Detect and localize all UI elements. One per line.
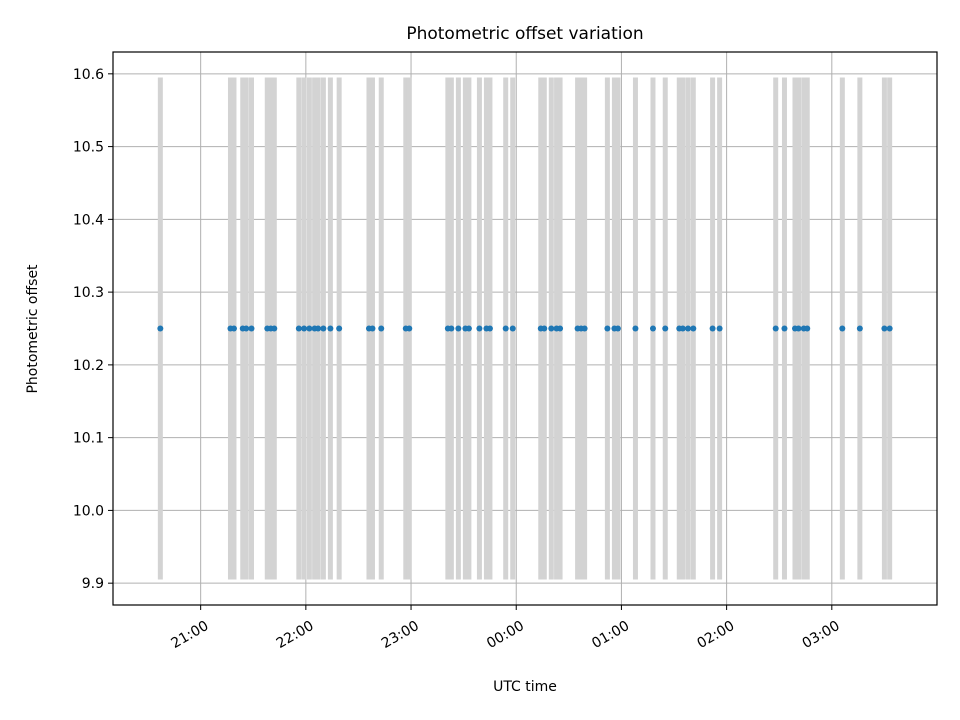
y-tick-label: 10.5: [73, 140, 104, 156]
data-point: [248, 325, 255, 332]
point-layer: [157, 325, 893, 332]
x-axis-label: UTC time: [493, 679, 557, 695]
data-point: [301, 325, 308, 332]
data-point: [548, 325, 555, 332]
data-point: [476, 325, 483, 332]
data-point: [455, 325, 462, 332]
data-point: [320, 325, 327, 332]
data-point: [690, 325, 697, 332]
data-point: [581, 325, 588, 332]
data-point: [604, 325, 611, 332]
data-point: [881, 325, 888, 332]
data-point: [709, 325, 716, 332]
data-point: [632, 325, 639, 332]
data-point: [306, 325, 313, 332]
data-point: [465, 325, 472, 332]
y-tick-label: 9.9: [82, 576, 104, 592]
data-point: [679, 325, 686, 332]
data-point: [557, 325, 564, 332]
data-point: [781, 325, 788, 332]
data-point: [839, 325, 846, 332]
data-point: [157, 325, 164, 332]
data-point: [378, 325, 385, 332]
data-point: [804, 325, 811, 332]
x-tick-label: 21:00: [169, 618, 212, 652]
data-point: [772, 325, 779, 332]
data-point: [649, 325, 656, 332]
data-point: [315, 325, 322, 332]
data-point: [448, 325, 455, 332]
y-tick-label: 10.0: [73, 503, 104, 519]
x-tick-label: 00:00: [484, 618, 527, 652]
data-point: [614, 325, 621, 332]
chart-title: Photometric offset variation: [406, 24, 643, 44]
data-point: [243, 325, 250, 332]
data-point: [502, 325, 509, 332]
data-point: [886, 325, 893, 332]
data-point: [541, 325, 548, 332]
data-point: [406, 325, 413, 332]
data-point: [336, 325, 343, 332]
x-tick-label: 02:00: [694, 618, 737, 652]
y-tick-label: 10.6: [73, 67, 104, 83]
data-point: [327, 325, 334, 332]
data-point: [856, 325, 863, 332]
data-point: [662, 325, 669, 332]
x-tick-label: 03:00: [800, 618, 843, 652]
x-tick-label: 01:00: [589, 618, 632, 652]
plot-frame: [112, 51, 938, 606]
x-axis-ticks: 21:00 22:00 23:00 00:00 01:00 02:00 03:00: [169, 605, 843, 652]
data-point: [685, 325, 692, 332]
y-tick-label: 10.1: [73, 431, 104, 447]
y-tick-label: 10.4: [73, 212, 104, 228]
x-tick-label: 23:00: [379, 618, 422, 652]
data-point: [509, 325, 516, 332]
data-point: [271, 325, 278, 332]
data-point: [230, 325, 237, 332]
y-tick-label: 10.3: [73, 285, 104, 301]
data-point: [369, 325, 376, 332]
data-point: [716, 325, 723, 332]
data-point: [486, 325, 493, 332]
data-point: [795, 325, 802, 332]
y-tick-label: 10.2: [73, 358, 104, 374]
y-axis-label: Photometric offset: [25, 264, 41, 394]
data-point: [295, 325, 302, 332]
x-tick-label: 22:00: [274, 618, 317, 652]
y-axis-ticks: 9.9 10.0 10.1 10.2 10.3 10.4 10.5 10.6: [73, 67, 113, 592]
